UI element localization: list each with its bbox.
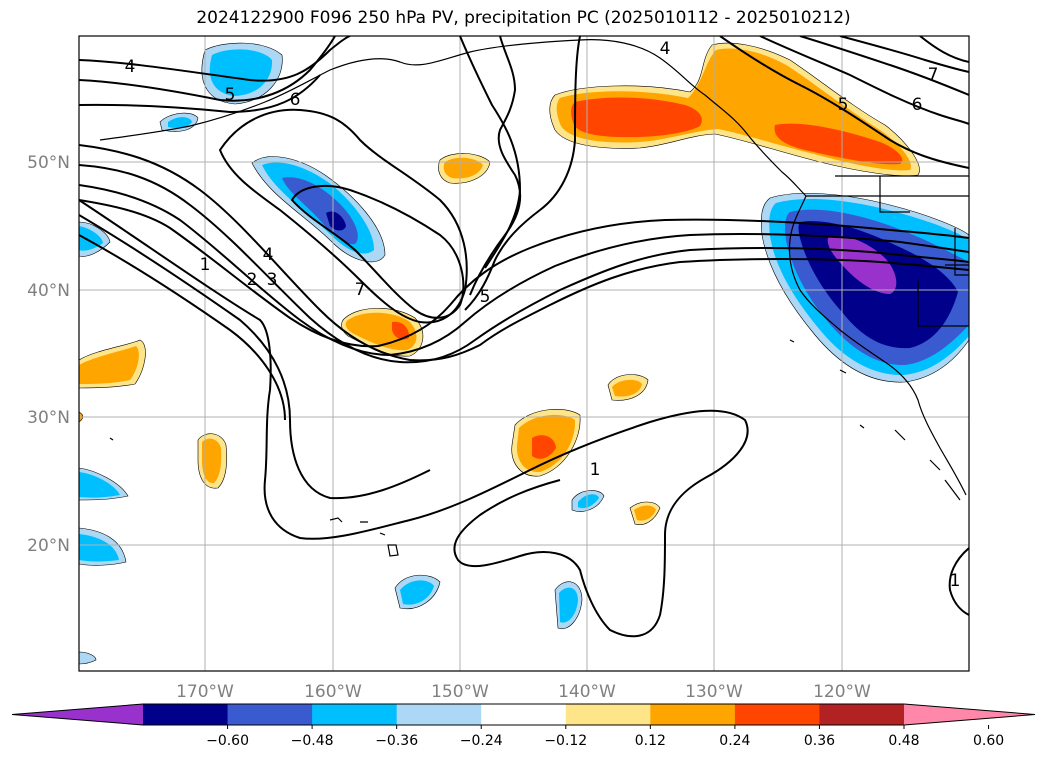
contour-line	[79, 164, 969, 364]
colorbar-segment	[227, 704, 313, 725]
colorbar-tick-label: −0.24	[460, 733, 503, 749]
contour-labels: 4 5 6 4 7 5 6 1 2 3 4 7 5 1 1	[125, 39, 961, 591]
colorbar-tick-label: −0.48	[291, 733, 334, 749]
contour-line	[759, 36, 969, 125]
lon-label: 170°W	[176, 682, 234, 702]
lat-label: 40°N	[27, 281, 70, 301]
contour-line	[218, 108, 468, 324]
colorbar-segment	[650, 704, 736, 725]
contour-line	[79, 184, 969, 357]
contour-line	[79, 234, 286, 421]
contour-label: 6	[290, 90, 301, 110]
contour-line	[799, 36, 969, 96]
pv-contours	[79, 36, 969, 638]
colorbar-segment	[565, 704, 651, 725]
colorbar-tick-label: −0.60	[206, 733, 249, 749]
colorbar-segment	[312, 704, 398, 725]
contour-line	[79, 199, 969, 348]
contour-label: 4	[263, 245, 274, 265]
lon-label: 120°W	[813, 682, 871, 702]
contour-line	[839, 36, 969, 73]
colorbar-tick-label: −0.12	[544, 733, 587, 749]
contour-label: 6	[912, 95, 923, 115]
colorbar-tick-label: 0.48	[888, 733, 919, 749]
contour-label: 4	[125, 57, 136, 77]
lon-label: 130°W	[685, 682, 743, 702]
precipitation-shading	[79, 42, 969, 665]
colorbar-extend-min	[12, 704, 143, 725]
coastlines	[99, 39, 969, 557]
colorbar-outline	[11, 703, 1036, 726]
contour-label: 5	[480, 287, 491, 307]
contour-label: 2	[247, 270, 258, 290]
colorbar-segment	[819, 704, 905, 725]
graticule	[79, 36, 969, 671]
lon-label: 150°W	[431, 682, 489, 702]
contour-line	[79, 36, 336, 102]
colorbar-tick-label: 0.12	[635, 733, 666, 749]
colorbar-segment	[143, 704, 229, 725]
contour-line	[79, 36, 351, 82]
lat-label: 20°N	[27, 536, 70, 556]
colorbar-segment	[396, 704, 482, 725]
contour-label: 1	[950, 571, 961, 591]
lat-label: 50°N	[27, 153, 70, 173]
contour-line	[79, 144, 969, 362]
contour-line	[719, 36, 969, 169]
contour-line	[919, 36, 969, 63]
contour-line	[459, 36, 522, 269]
map-title: 2024122900 F096 250 hPa PV, precipitatio…	[196, 8, 851, 28]
contour-label: 7	[928, 65, 939, 85]
latitude-labels: 50°N 40°N 30°N 20°N	[27, 153, 70, 556]
contour-line	[290, 184, 465, 319]
lat-label: 30°N	[27, 408, 70, 428]
colorbar-extend-max	[904, 704, 1035, 725]
colorbar-tick-label: 0.36	[804, 733, 835, 749]
contour-line	[469, 36, 522, 296]
contour-label: 5	[838, 95, 849, 115]
contour-line	[948, 547, 969, 616]
contour-line	[79, 74, 321, 114]
colorbar-tick-label: 0.24	[719, 733, 750, 749]
contour-label: 3	[267, 270, 278, 290]
colorbar-segment	[734, 704, 820, 725]
colorbar: −0.60 −0.48 −0.36 −0.24 −0.12 0.12 0.24 0.36 0.4…	[11, 703, 1036, 749]
plot-frame	[78, 35, 970, 672]
contour-label: 7	[355, 280, 366, 300]
lon-label: 140°W	[558, 682, 616, 702]
colorbar-tick-label: 0.60	[973, 733, 1004, 749]
contour-label: 5	[225, 85, 236, 105]
longitude-labels: 170°W 160°W 150°W 140°W 130°W 120°W	[176, 682, 871, 702]
contour-line	[79, 214, 431, 500]
contour-label: 4	[660, 39, 671, 59]
colorbar-tick-label: −0.36	[375, 733, 418, 749]
contour-label: 1	[590, 460, 601, 480]
contour-line	[79, 199, 749, 638]
contour-label: 1	[200, 255, 211, 275]
lon-label: 160°W	[304, 682, 362, 702]
contour-line	[464, 36, 581, 311]
colorbar-segment	[481, 704, 567, 725]
